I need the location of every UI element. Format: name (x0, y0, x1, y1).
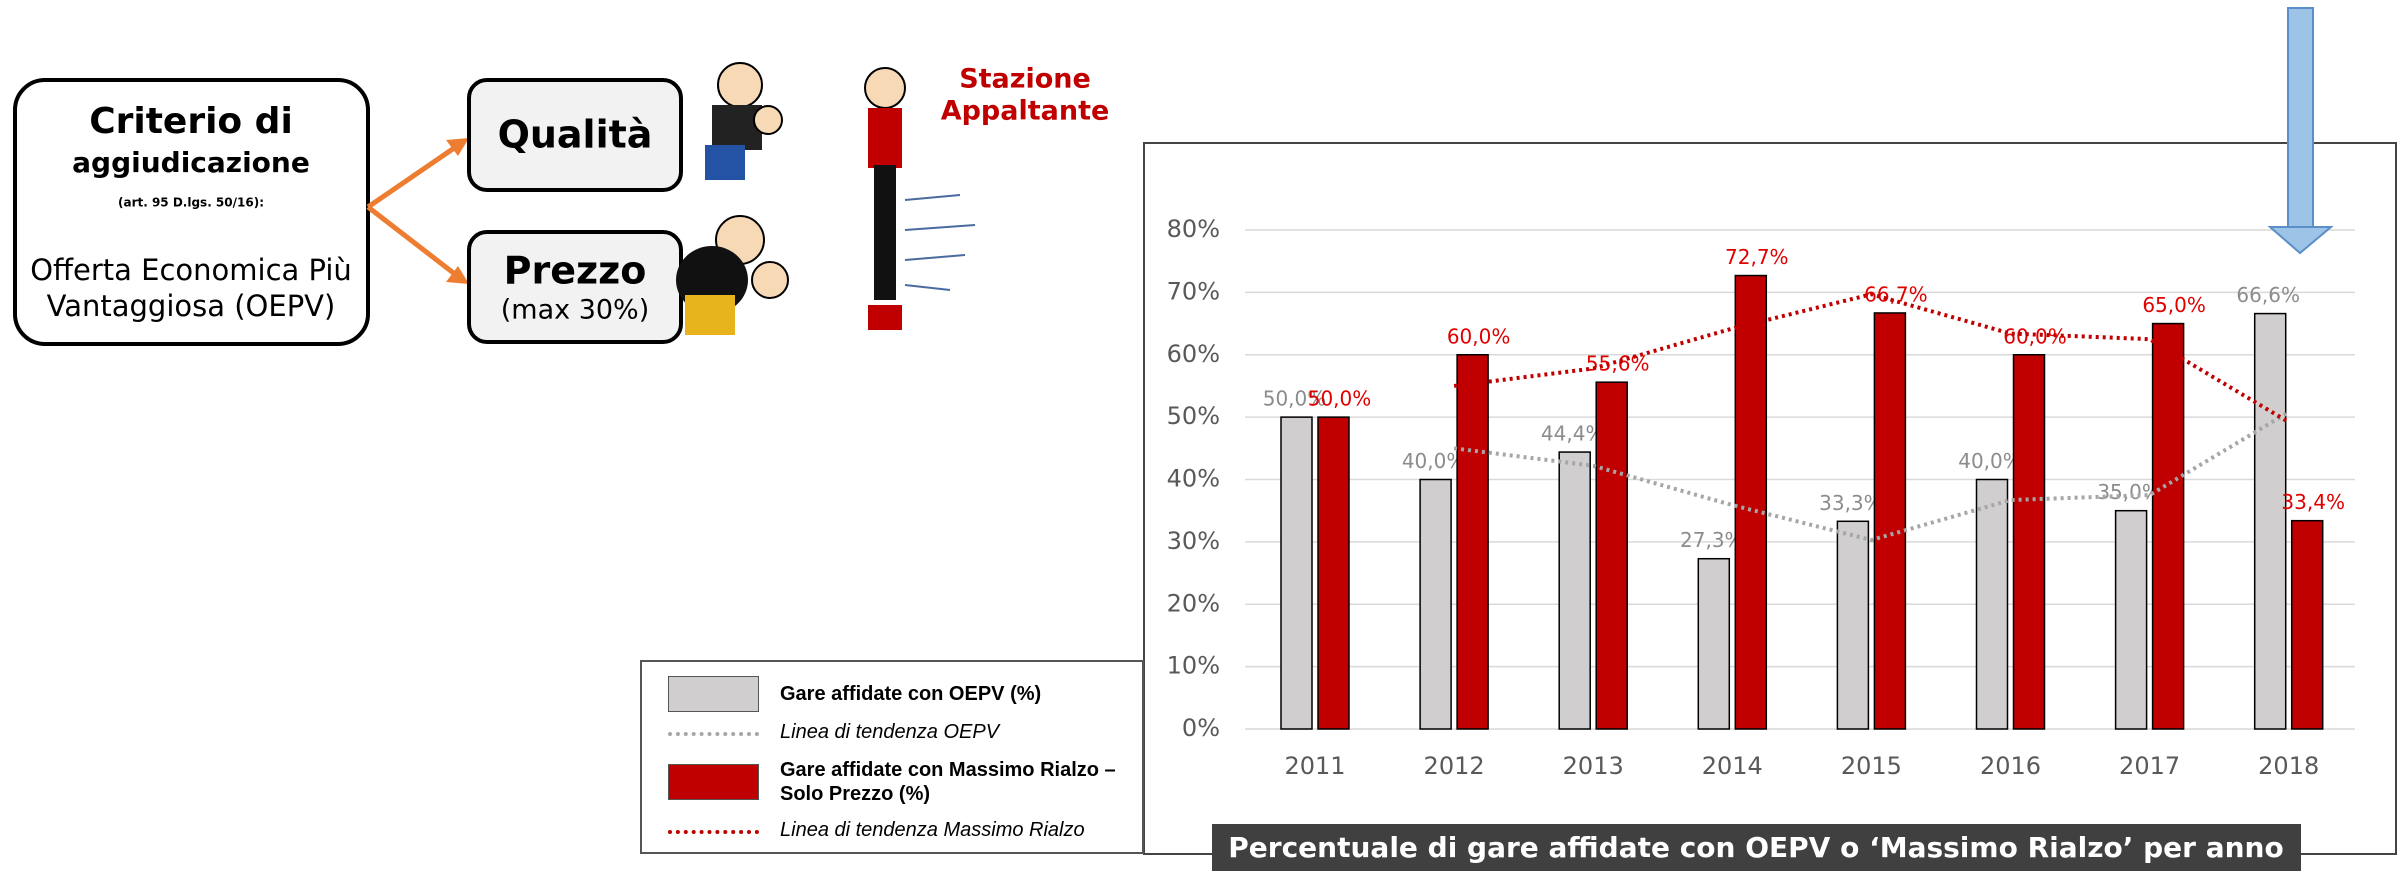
legend-label: Gare affidate con OEPV (%) (780, 683, 1042, 705)
price-label: Prezzo (504, 249, 647, 293)
bar (2290, 519, 2324, 730)
x-tick-label: 2016 (1980, 752, 2041, 780)
y-tick-label: 60% (1167, 340, 1220, 368)
y-tick-label: 30% (1167, 527, 1220, 555)
criterion-subtitle: aggiudicazione (72, 146, 310, 179)
x-tick-label: 2017 (2119, 752, 2180, 780)
arrow-head (446, 266, 469, 284)
legend-item: Gare affidate con Massimo Rialzo – Solo … (668, 758, 1138, 805)
bar (1873, 312, 1907, 730)
x-tick-label: 2012 (1424, 752, 1485, 780)
value-label: 55,6% (1586, 352, 1650, 376)
bar (1697, 557, 1731, 730)
y-tick-label: 80% (1167, 215, 1220, 243)
legend-label: Linea di tendenza Massimo Rialzo (780, 819, 1085, 841)
bar (2253, 312, 2287, 730)
bar (1836, 520, 1870, 730)
arrows (366, 141, 462, 280)
value-label: 40,0% (1402, 449, 1466, 473)
bar (1456, 354, 1489, 730)
criterion-text: Vantaggiosa (OEPV) (47, 289, 336, 323)
y-tick-label: 40% (1167, 465, 1220, 493)
x-tick-label: 2011 (1284, 752, 1345, 780)
quality-label: Qualità (498, 113, 653, 157)
arrow-head (446, 138, 469, 156)
legend-item: Linea di tendenza Massimo Rialzo (668, 818, 1138, 858)
legend-item: Gare affidate con OEPV (%) (668, 676, 1138, 716)
bar (1558, 451, 1591, 730)
legend-swatch (668, 676, 759, 712)
y-tick-label: 0% (1182, 714, 1220, 742)
y-tick-label: 10% (1167, 652, 1220, 680)
criterion-text: Offerta Economica Più (30, 253, 352, 287)
legend: Gare affidate con OEPV (%) Linea di tend… (640, 660, 1144, 854)
plot: 0% 10% 20% 30% 40% 50% 60% 70% 80% 2011 2012 2013 20… (1167, 215, 2355, 780)
cartoon-sailor (705, 62, 783, 180)
legend-swatch (668, 732, 759, 736)
bar (2151, 322, 2185, 730)
value-label: 65,0% (2142, 293, 2206, 317)
bar (2012, 354, 2046, 730)
value-label: 50,0% (1263, 387, 1327, 411)
bar (2114, 509, 2148, 730)
x-tick-label: 2015 (1841, 752, 1902, 780)
legend-label: Linea di tendenza OEPV (780, 721, 1000, 743)
criterion-title: Criterio di (89, 101, 293, 142)
bar (1975, 478, 2009, 730)
value-label: 50,0% (1308, 387, 1372, 411)
legend-swatch (668, 764, 759, 800)
value-label: 66,6% (2236, 283, 2300, 307)
value-label: 72,7% (1725, 245, 1789, 269)
criterion-ref: (art. 95 D.lgs. 50/16): (118, 196, 264, 210)
trend-line (1453, 410, 2290, 543)
legend-swatch (668, 830, 759, 834)
x-tick-label: 2018 (2258, 752, 2319, 780)
value-label: 60,0% (1447, 324, 1511, 348)
value-label: 33,4% (2281, 490, 2345, 514)
value-label: 33,3% (1819, 491, 1883, 515)
value-label: 35,0% (2097, 480, 2161, 504)
title-band (1212, 824, 2301, 871)
trend-line (1453, 292, 2290, 424)
y-tick-label: 70% (1167, 277, 1220, 305)
value-label: 44,4% (1541, 422, 1605, 446)
bar (1280, 416, 1313, 730)
y-tick-label: 50% (1167, 402, 1220, 430)
legend-label: Gare affidate con Massimo Rialzo – Solo … (780, 759, 1116, 805)
station-label: Stazione (959, 64, 1091, 95)
value-label: 66,7% (1864, 282, 1928, 306)
value-label: 27,3% (1680, 528, 1744, 552)
legend-item: Linea di tendenza OEPV (668, 720, 1138, 760)
chart-title: Percentuale di gare affidate con OEPV o … (1228, 831, 2283, 864)
pointer-arrow (2287, 7, 2314, 229)
bar (1317, 416, 1350, 730)
cartoon-lady (864, 67, 976, 330)
bar (1595, 381, 1628, 730)
cartoon-brute (676, 215, 789, 335)
y-tick-label: 20% (1167, 589, 1220, 617)
x-tick-label: 2013 (1563, 752, 1624, 780)
value-label: 40,0% (1958, 449, 2022, 473)
bar (1734, 274, 1768, 730)
chart-frame (1143, 142, 2397, 855)
quality-box (467, 78, 683, 192)
criterion-box (13, 78, 370, 346)
x-tick-label: 2014 (1702, 752, 1763, 780)
pointer-arrow-head (2267, 226, 2334, 255)
station-label: Appaltante (941, 96, 1110, 127)
price-note: (max 30%) (501, 295, 650, 326)
bar (1419, 478, 1452, 730)
